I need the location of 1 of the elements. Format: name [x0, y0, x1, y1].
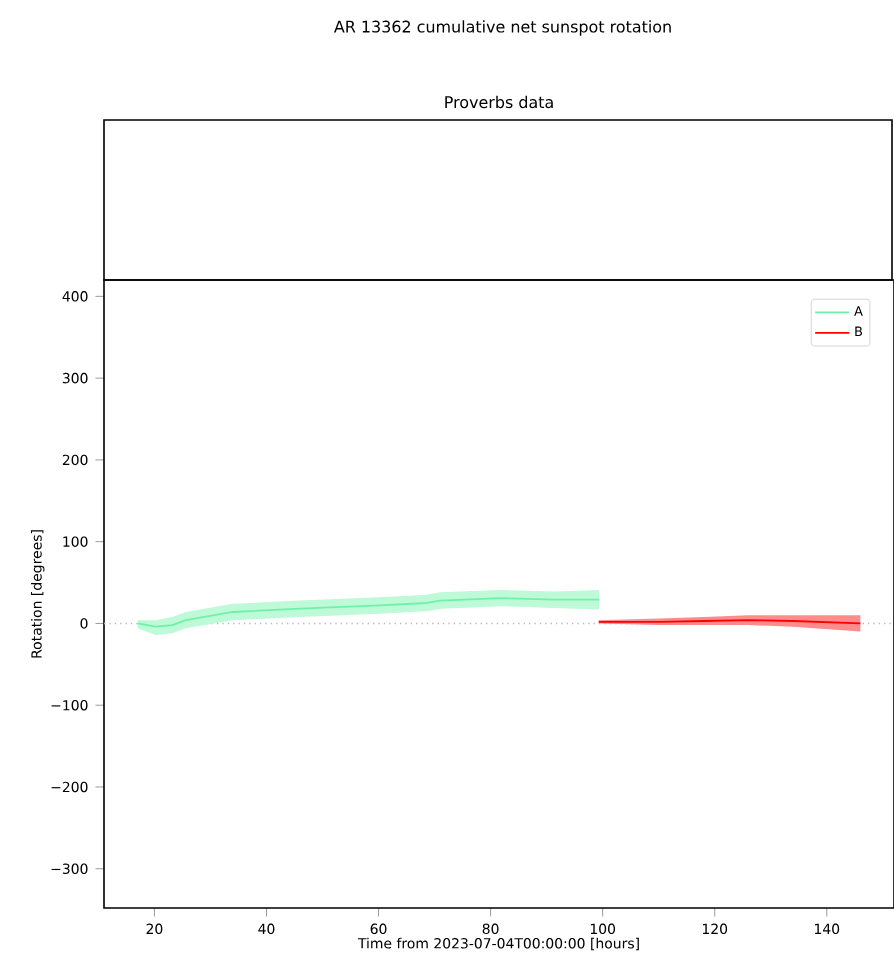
- line-series: [136, 597, 601, 628]
